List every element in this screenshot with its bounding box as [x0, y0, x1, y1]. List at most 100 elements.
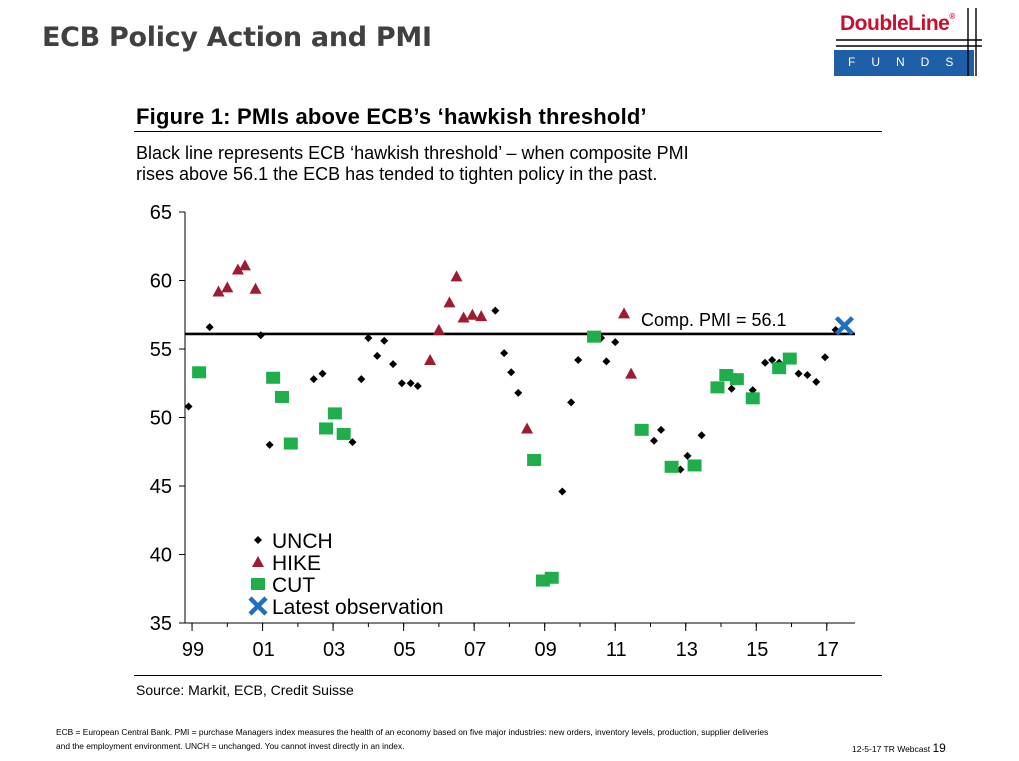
hike-point: [618, 307, 631, 319]
source-rule: [134, 675, 882, 676]
unch-point: [761, 358, 770, 367]
hike-point: [212, 285, 225, 297]
logo-bar: FUNDS: [834, 50, 974, 76]
cut-point: [319, 422, 334, 435]
unch-point: [364, 334, 373, 343]
unch-point: [309, 375, 318, 384]
hike-point: [521, 422, 534, 434]
unch-point: [657, 425, 666, 434]
cut-point: [544, 571, 559, 584]
legend-cut-marker: [251, 578, 265, 590]
unch-point: [380, 336, 389, 345]
y-tick-label: 55: [150, 339, 172, 361]
unch-point: [794, 369, 803, 378]
chart-source: Source: Markit, ECB, Credit Suisse: [136, 682, 354, 698]
cut-point: [782, 352, 797, 365]
threshold-label: Comp. PMI = 56.1: [641, 310, 787, 330]
cut-point: [687, 459, 702, 472]
x-tick-label: 07: [464, 639, 486, 661]
x-tick-label: 99: [182, 639, 204, 661]
unch-point: [821, 353, 830, 362]
cut-point: [336, 427, 351, 440]
legend-hike-label: HIKE: [272, 552, 321, 575]
legend-latest-marker: [248, 596, 268, 616]
slide-title: ECB Policy Action and PMI: [42, 22, 432, 53]
unch-point: [727, 384, 736, 393]
cut-point: [274, 390, 289, 403]
x-tick-label: 17: [817, 639, 839, 661]
y-tick-label: 35: [150, 613, 172, 635]
unch-point: [574, 355, 583, 364]
cut-point: [192, 366, 207, 379]
unch-point: [683, 451, 692, 460]
logo-sub: FUNDS: [848, 55, 970, 69]
unch-point: [265, 440, 274, 449]
logo-grid-lines: [836, 8, 982, 76]
cut-point: [772, 362, 787, 375]
legend-hike-marker: [252, 556, 264, 567]
webcast-label: 12-5-17 TR Webcast: [852, 744, 931, 754]
hike-point: [432, 323, 445, 335]
y-tick-label: 50: [150, 408, 172, 430]
hike-point: [238, 259, 251, 271]
unch-point: [748, 386, 757, 395]
latest-point: [834, 316, 855, 336]
page-reference: 12-5-17 TR Webcast 19: [852, 741, 946, 755]
figure-subtitle: Black line represents ECB ‘hawkish thres…: [136, 143, 896, 185]
unch-point: [357, 375, 366, 384]
x-tick-label: 11: [606, 639, 627, 661]
cut-point: [729, 373, 744, 386]
unch-point: [558, 487, 567, 496]
cut-point: [710, 381, 725, 394]
figure-subtitle-line-2: rises above 56.1 the ECB has tended to t…: [136, 164, 658, 184]
y-tick-label: 60: [150, 271, 172, 293]
cut-point: [283, 437, 298, 450]
unch-point: [491, 306, 500, 315]
cut-point: [266, 371, 281, 384]
footnote-line-2: and the employment environment. UNCH = u…: [56, 741, 405, 751]
legend-unch-label: UNCH: [272, 530, 333, 553]
unch-point: [567, 398, 576, 407]
hike-point: [457, 311, 470, 323]
hike-point: [249, 282, 262, 294]
unch-point: [205, 323, 214, 332]
cut-point: [664, 460, 679, 473]
figure-title: Figure 1: PMIs above ECB’s ‘hawkish thre…: [136, 104, 647, 129]
cut-point: [527, 453, 542, 466]
unch-point: [256, 331, 265, 340]
legend-unch-marker: [254, 536, 262, 544]
x-tick-label: 05: [394, 639, 416, 661]
unch-point: [768, 355, 777, 364]
logo-name: DoubleLine®: [840, 12, 955, 35]
unch-point: [406, 379, 415, 388]
unch-point: [397, 379, 406, 388]
unch-point: [611, 338, 620, 347]
unch-point: [812, 377, 821, 386]
hike-point: [424, 353, 437, 365]
x-tick-label: 13: [676, 639, 698, 661]
legend-cut-label: CUT: [272, 574, 315, 597]
y-tick-label: 65: [150, 202, 172, 224]
hike-point: [231, 263, 244, 275]
unch-point: [318, 369, 327, 378]
hike-point: [475, 310, 488, 322]
unch-point: [602, 357, 611, 366]
hike-point: [450, 270, 463, 282]
x-tick-label: 03: [323, 639, 345, 661]
unch-point: [373, 351, 382, 360]
unch-point: [348, 438, 357, 447]
unch-point: [650, 436, 658, 445]
x-tick-label: 09: [535, 639, 557, 661]
doubleline-logo: DoubleLine® FUNDS: [834, 6, 982, 76]
unch-point: [389, 360, 398, 369]
x-tick-label: 15: [746, 639, 768, 661]
unch-point: [413, 381, 422, 390]
cut-point: [587, 330, 602, 343]
x-tick-label: 01: [252, 639, 274, 661]
unch-point: [500, 349, 509, 358]
hike-point: [443, 296, 456, 308]
figure-title-rule: [134, 131, 882, 132]
page-number: 19: [932, 741, 946, 755]
figure-subtitle-line-1: Black line represents ECB ‘hawkish thres…: [136, 143, 689, 163]
